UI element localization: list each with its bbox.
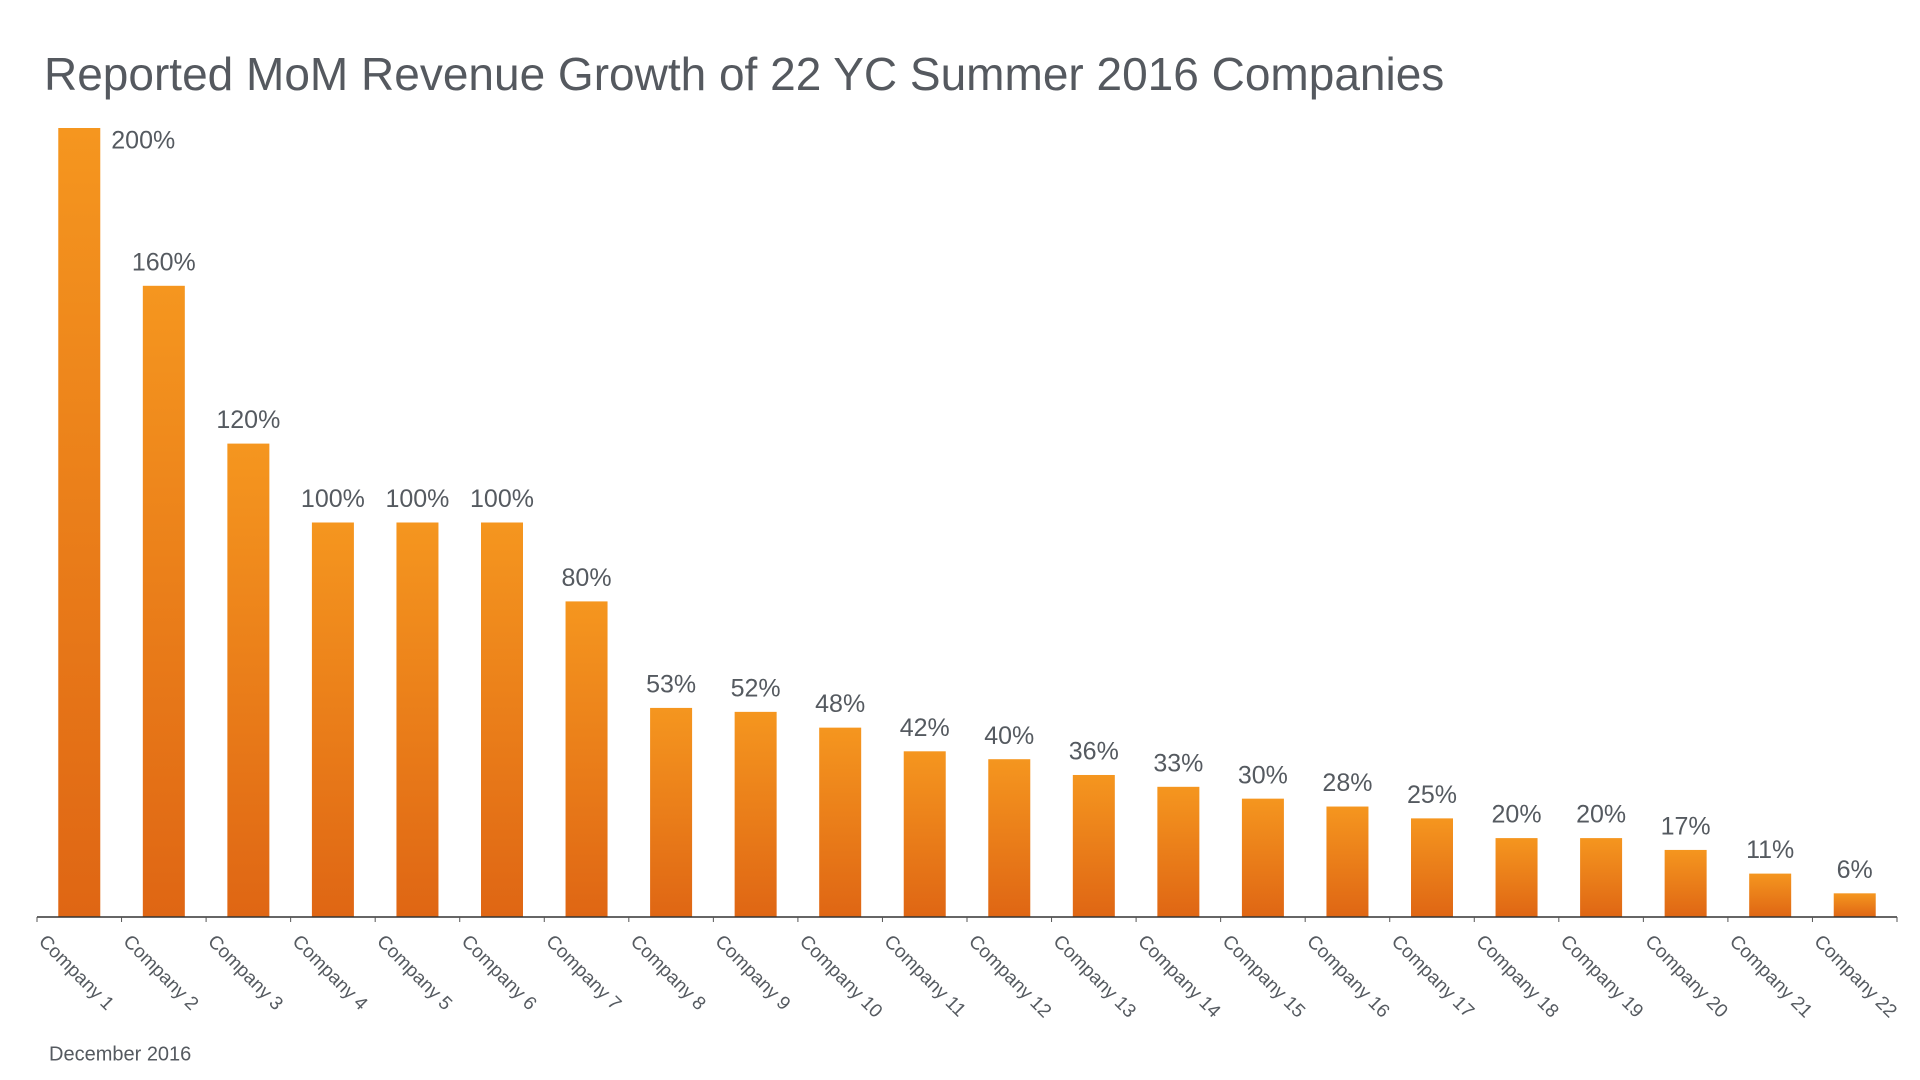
x-tick-label: Company 6 xyxy=(457,931,541,1015)
data-label: 52% xyxy=(731,674,781,702)
x-tick-label: Company 9 xyxy=(711,931,795,1015)
data-label: 80% xyxy=(562,564,612,592)
bar xyxy=(1241,798,1284,917)
data-label: 100% xyxy=(301,485,365,513)
data-label: 36% xyxy=(1069,738,1119,766)
x-tick-label: Company 18 xyxy=(1471,931,1562,1022)
bar xyxy=(396,522,439,917)
bar xyxy=(1072,774,1115,917)
x-tick-label: Company 16 xyxy=(1302,931,1393,1022)
x-tick-label: Company 13 xyxy=(1049,931,1140,1022)
bar xyxy=(58,128,101,917)
x-tick-label: Company 17 xyxy=(1387,931,1478,1022)
bar xyxy=(227,443,270,917)
data-label: 160% xyxy=(132,248,196,276)
bar xyxy=(481,522,523,917)
x-tick-label: Company 12 xyxy=(964,931,1055,1022)
data-label: 30% xyxy=(1238,761,1288,789)
bar xyxy=(819,727,862,917)
x-tick-label: Company 15 xyxy=(1218,931,1309,1022)
data-label: 6% xyxy=(1837,856,1873,884)
bar xyxy=(311,522,354,917)
data-label: 33% xyxy=(1153,749,1203,777)
bar xyxy=(903,751,946,917)
data-label: 17% xyxy=(1661,813,1711,841)
data-label: 100% xyxy=(470,485,534,513)
bar xyxy=(734,711,777,917)
bar xyxy=(1495,838,1538,917)
x-tick-label: Company 4 xyxy=(288,931,372,1015)
data-label: 120% xyxy=(216,406,280,434)
bar xyxy=(1157,786,1200,917)
x-tick-label: Company 11 xyxy=(880,931,970,1021)
x-tick-label: Company 14 xyxy=(1133,931,1224,1022)
bar xyxy=(142,285,185,917)
x-tick-label: Company 5 xyxy=(372,931,456,1015)
bar xyxy=(565,601,608,917)
data-label: 25% xyxy=(1407,781,1457,809)
bar xyxy=(1580,838,1623,917)
data-label: 200% xyxy=(111,127,175,155)
x-tick-label: Company 8 xyxy=(626,931,710,1015)
data-label: 48% xyxy=(815,690,865,718)
data-label: 20% xyxy=(1492,801,1542,829)
data-label: 42% xyxy=(900,714,950,742)
data-label: 28% xyxy=(1322,769,1372,797)
data-label: 100% xyxy=(385,485,449,513)
x-tick-label: Company 3 xyxy=(203,931,287,1015)
bar xyxy=(1326,806,1369,917)
x-tick-label: Company 22 xyxy=(1810,931,1901,1022)
x-tick-label: Company 21 xyxy=(1725,931,1816,1022)
data-label: 53% xyxy=(646,671,696,699)
x-tick-label: Company 10 xyxy=(795,931,886,1022)
bar xyxy=(1749,873,1792,917)
bar xyxy=(988,759,1031,917)
x-tick-label: Company 1 xyxy=(34,931,118,1015)
footnote: December 2016 xyxy=(49,1043,191,1065)
bar xyxy=(650,707,693,917)
data-label: 11% xyxy=(1746,836,1794,864)
x-tick-label: Company 7 xyxy=(541,931,625,1015)
bar xyxy=(1833,893,1876,917)
chart-title: Reported MoM Revenue Growth of 22 YC Sum… xyxy=(44,48,1444,100)
x-tick-label: Company 19 xyxy=(1556,931,1647,1022)
data-label: 20% xyxy=(1576,801,1626,829)
x-tick-label: Company 2 xyxy=(119,931,203,1015)
bar xyxy=(1664,849,1707,917)
x-tick-label: Company 20 xyxy=(1641,931,1732,1022)
bar xyxy=(1411,818,1453,917)
data-label: 40% xyxy=(984,722,1034,750)
